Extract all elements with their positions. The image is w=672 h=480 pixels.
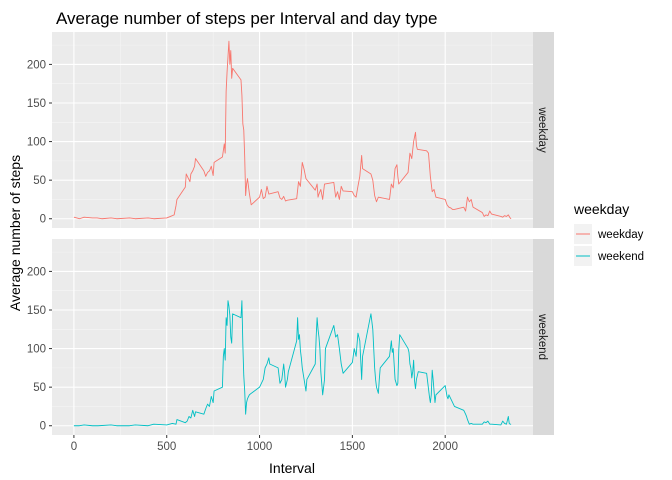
x-axis-title: Interval xyxy=(269,460,315,476)
panel-weekday-background xyxy=(52,32,533,228)
series-line-weekday xyxy=(73,40,512,220)
y-tick-label: 50 xyxy=(33,175,46,187)
y-tick-label: 100 xyxy=(27,344,46,356)
strip-weekday-background xyxy=(533,32,554,228)
x-tick-label: 500 xyxy=(157,441,176,453)
x-tick-label: 1500 xyxy=(340,441,366,453)
y-axis-title: Average number of steps xyxy=(7,155,23,311)
y-tick-label: 150 xyxy=(27,305,46,317)
y-tick-label: 200 xyxy=(27,266,46,278)
strip-label-weekday: weekday xyxy=(536,106,548,153)
legend-title: weekday xyxy=(573,201,629,217)
y-tick-label: 100 xyxy=(27,137,46,149)
x-tick-label: 2000 xyxy=(432,441,458,453)
y-axis-ticks: 0 50 100 150 200 0 50 100 150 200 xyxy=(27,59,52,433)
x-tick-label: 1000 xyxy=(247,441,273,453)
strip-label-weekend: weekend xyxy=(536,313,548,360)
y-tick-label: 200 xyxy=(27,59,46,71)
chart-title: Average number of steps per Interval and… xyxy=(56,9,437,28)
x-axis-ticks: 0 500 1000 1500 2000 xyxy=(71,435,458,453)
series-line-weekend xyxy=(73,300,512,427)
legend: weekday weekday weekend xyxy=(573,201,644,266)
y-tick-label: 0 xyxy=(40,421,46,433)
panel-weekend-background xyxy=(52,239,533,435)
strip-weekend-background xyxy=(533,239,554,435)
y-tick-label: 150 xyxy=(27,98,46,110)
series-lines xyxy=(73,40,512,427)
legend-label-weekend: weekend xyxy=(597,251,644,263)
panel-weekday-gridlines xyxy=(52,32,533,228)
y-tick-label: 0 xyxy=(40,214,46,226)
legend-label-weekday: weekday xyxy=(597,229,644,241)
y-tick-label: 50 xyxy=(33,382,46,394)
panel-weekend-gridlines xyxy=(52,239,533,435)
x-tick-label: 0 xyxy=(71,441,77,453)
